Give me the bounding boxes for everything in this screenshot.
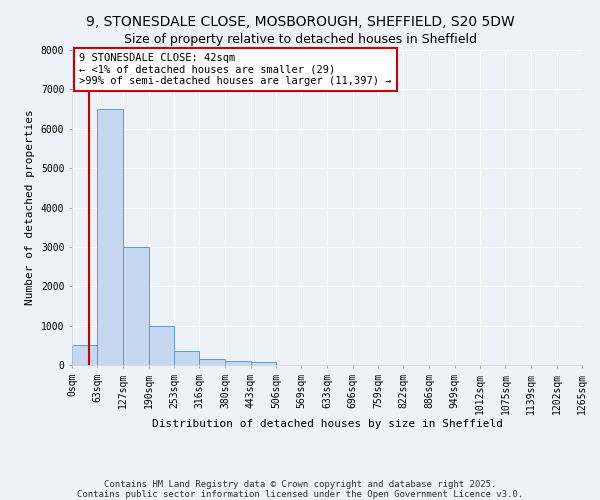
Bar [123, 247, 149, 365]
Y-axis label: Number of detached properties: Number of detached properties [25, 110, 35, 306]
Text: Size of property relative to detached houses in Sheffield: Size of property relative to detached ho… [124, 32, 476, 46]
Bar [251, 362, 276, 365]
Text: 9, STONESDALE CLOSE, MOSBOROUGH, SHEFFIELD, S20 5DW: 9, STONESDALE CLOSE, MOSBOROUGH, SHEFFIE… [86, 15, 514, 29]
Text: 9 STONESDALE CLOSE: 42sqm
← <1% of detached houses are smaller (29)
>99% of semi: 9 STONESDALE CLOSE: 42sqm ← <1% of detac… [79, 53, 391, 86]
Bar [174, 351, 199, 365]
Bar [199, 359, 225, 365]
Bar [225, 361, 251, 365]
Text: Contains HM Land Registry data © Crown copyright and database right 2025.: Contains HM Land Registry data © Crown c… [104, 480, 496, 489]
Bar [149, 326, 174, 365]
Bar [97, 109, 123, 365]
Bar [72, 346, 97, 365]
Text: Contains public sector information licensed under the Open Government Licence v3: Contains public sector information licen… [77, 490, 523, 499]
X-axis label: Distribution of detached houses by size in Sheffield: Distribution of detached houses by size … [151, 420, 503, 430]
